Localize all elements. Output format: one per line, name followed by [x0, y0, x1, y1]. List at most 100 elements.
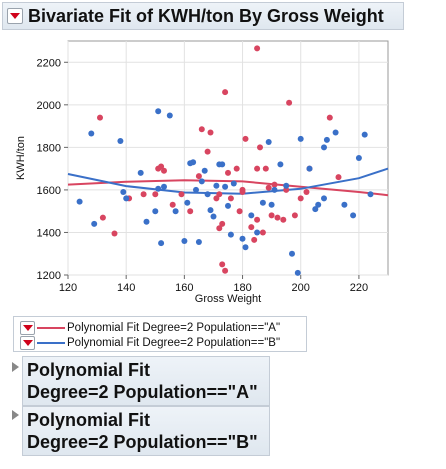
- data-point-a[interactable]: [262, 165, 269, 172]
- data-point-b[interactable]: [143, 218, 150, 225]
- data-point-a[interactable]: [257, 144, 263, 151]
- data-point-a[interactable]: [222, 89, 229, 96]
- data-point-b[interactable]: [254, 229, 261, 236]
- data-point-a[interactable]: [158, 163, 165, 170]
- data-point-a[interactable]: [225, 169, 231, 176]
- data-point-a[interactable]: [204, 148, 211, 155]
- data-point-a[interactable]: [213, 195, 220, 202]
- data-point-b[interactable]: [219, 161, 226, 168]
- data-point-a[interactable]: [239, 189, 246, 195]
- data-point-b[interactable]: [306, 165, 313, 172]
- data-point-b[interactable]: [350, 212, 357, 219]
- data-point-b[interactable]: [88, 130, 95, 137]
- data-point-b[interactable]: [117, 138, 124, 144]
- data-point-b[interactable]: [172, 208, 179, 215]
- data-point-b[interactable]: [297, 135, 304, 142]
- data-point-b[interactable]: [268, 201, 275, 208]
- data-point-b[interactable]: [242, 244, 249, 251]
- data-point-b[interactable]: [323, 136, 330, 143]
- data-point-b[interactable]: [184, 199, 191, 206]
- data-point-a[interactable]: [283, 186, 290, 193]
- data-point-b[interactable]: [195, 239, 202, 245]
- data-point-b[interactable]: [294, 269, 301, 276]
- data-point-b[interactable]: [239, 235, 246, 242]
- data-point-b[interactable]: [152, 208, 159, 215]
- data-point-a[interactable]: [216, 191, 223, 198]
- data-point-b[interactable]: [271, 186, 278, 193]
- data-point-b[interactable]: [225, 202, 231, 209]
- fit-b-menu-button[interactable]: [20, 336, 35, 350]
- data-point-b[interactable]: [198, 178, 205, 185]
- data-point-a[interactable]: [335, 174, 342, 181]
- legend-item-fit-b[interactable]: Polynomial Fit Degree=2 Population=="B": [20, 336, 280, 350]
- data-point-a[interactable]: [111, 230, 118, 237]
- data-point-a[interactable]: [222, 267, 229, 274]
- data-point-a[interactable]: [198, 126, 205, 133]
- data-point-b[interactable]: [222, 183, 229, 190]
- data-point-b[interactable]: [181, 238, 188, 244]
- data-point-b[interactable]: [227, 231, 234, 238]
- data-point-a[interactable]: [268, 212, 275, 219]
- data-point-b[interactable]: [289, 250, 295, 257]
- data-point-a[interactable]: [97, 114, 103, 121]
- data-point-a[interactable]: [265, 184, 272, 191]
- data-point-b[interactable]: [158, 240, 165, 247]
- disclosure-triangle-b-icon[interactable]: [12, 410, 19, 420]
- data-point-b[interactable]: [155, 108, 162, 115]
- data-point-b[interactable]: [161, 183, 167, 190]
- data-point-b[interactable]: [312, 206, 319, 213]
- data-point-b[interactable]: [207, 207, 214, 214]
- data-point-a[interactable]: [219, 261, 226, 268]
- data-point-b[interactable]: [259, 199, 266, 206]
- data-point-a[interactable]: [280, 216, 287, 223]
- data-point-a[interactable]: [195, 173, 202, 180]
- data-point-b[interactable]: [123, 195, 130, 202]
- data-point-b[interactable]: [210, 213, 217, 220]
- data-point-a[interactable]: [303, 189, 310, 195]
- data-point-a[interactable]: [271, 181, 278, 188]
- data-point-a[interactable]: [326, 114, 333, 121]
- data-point-a[interactable]: [140, 191, 147, 198]
- data-point-a[interactable]: [152, 191, 159, 198]
- data-point-b[interactable]: [332, 129, 339, 136]
- data-point-b[interactable]: [277, 161, 284, 168]
- data-point-a[interactable]: [274, 214, 281, 221]
- disclosure-triangle-a-icon[interactable]: [12, 362, 19, 372]
- data-point-a[interactable]: [207, 129, 214, 136]
- data-point-a[interactable]: [286, 99, 293, 106]
- data-point-a[interactable]: [297, 195, 304, 202]
- data-point-a[interactable]: [187, 208, 194, 215]
- data-point-a[interactable]: [242, 135, 249, 142]
- fit-a-menu-button[interactable]: [20, 321, 35, 335]
- data-point-b[interactable]: [230, 180, 237, 187]
- data-point-a[interactable]: [254, 216, 261, 223]
- data-point-b[interactable]: [315, 201, 322, 208]
- data-point-b[interactable]: [190, 159, 197, 166]
- data-point-a[interactable]: [254, 45, 261, 52]
- data-point-b[interactable]: [248, 212, 255, 219]
- data-point-a[interactable]: [248, 224, 255, 231]
- data-point-a[interactable]: [236, 208, 243, 215]
- data-point-a[interactable]: [254, 165, 261, 172]
- data-point-b[interactable]: [283, 182, 290, 189]
- fit-curve-a[interactable]: [67, 179, 389, 197]
- section-polynomial-fit-a[interactable]: Polynomial Fit Degree=2 Population=="A": [22, 356, 270, 406]
- data-point-b[interactable]: [155, 185, 162, 192]
- data-point-b[interactable]: [321, 195, 327, 202]
- data-point-b[interactable]: [213, 182, 220, 189]
- data-point-a[interactable]: [259, 229, 266, 236]
- data-point-a[interactable]: [227, 195, 234, 202]
- data-point-a[interactable]: [161, 167, 167, 174]
- data-point-b[interactable]: [91, 220, 98, 227]
- data-point-b[interactable]: [120, 189, 127, 195]
- data-point-b[interactable]: [166, 112, 173, 119]
- report-menu-button[interactable]: [7, 8, 23, 24]
- data-point-a[interactable]: [99, 214, 106, 221]
- legend-item-fit-a[interactable]: Polynomial Fit Degree=2 Population=="A": [20, 321, 280, 335]
- data-point-b[interactable]: [76, 198, 83, 205]
- data-point-a[interactable]: [216, 225, 223, 232]
- data-point-b[interactable]: [361, 131, 368, 138]
- data-point-b[interactable]: [341, 201, 348, 208]
- data-point-b[interactable]: [193, 186, 199, 193]
- data-point-a[interactable]: [291, 212, 298, 219]
